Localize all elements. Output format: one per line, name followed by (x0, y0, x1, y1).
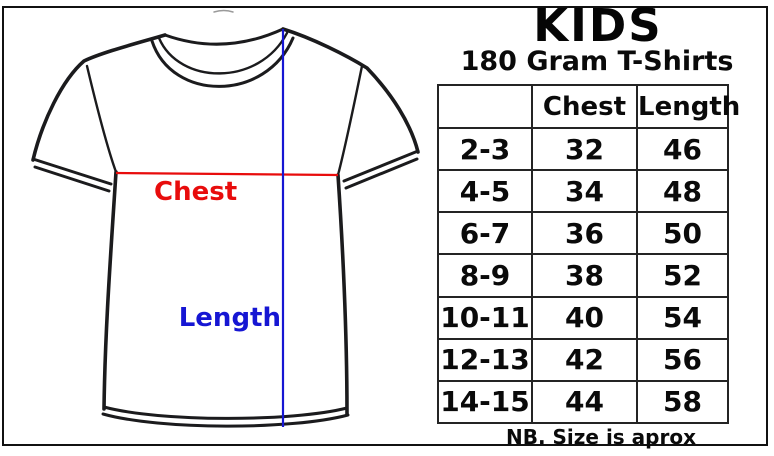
chest-cell: 38 (531, 253, 638, 298)
chest-cell: 36 (531, 211, 638, 256)
size-table-header-row: Chest Length (437, 84, 740, 129)
table-row: 10-11 40 54 (437, 295, 729, 340)
chest-cell: 40 (531, 295, 638, 340)
tshirt-outline (31, 9, 420, 428)
size-cell: 8-9 (437, 253, 533, 298)
chest-measure-label: Chest (154, 177, 237, 207)
table-row: 2-3 32 46 (437, 126, 729, 172)
size-footnote: NB. Size is aprox (505, 425, 696, 449)
table-row: 4-5 34 48 (437, 169, 729, 214)
length-cell: 46 (636, 126, 729, 172)
length-cell: 58 (636, 379, 729, 425)
size-cell: 6-7 (437, 211, 533, 256)
page-title: KIDS (533, 0, 663, 52)
table-row: 12-13 42 56 (437, 337, 729, 382)
length-cell: 56 (636, 337, 729, 382)
chest-cell: 32 (531, 126, 638, 172)
length-cell: 50 (636, 211, 729, 256)
size-table: Chest Length 2-3 32 46 4-5 34 48 6-7 36 … (437, 84, 740, 425)
size-cell: 4-5 (437, 169, 533, 214)
length-cell: 48 (636, 169, 729, 214)
chest-cell: 34 (531, 169, 638, 214)
table-row: 14-15 44 58 (437, 379, 729, 425)
table-row: 6-7 36 50 (437, 211, 729, 256)
size-cell: 14-15 (437, 379, 533, 425)
length-cell: 54 (636, 295, 729, 340)
tshirt-measurement-diagram: Chest Length (31, 9, 420, 428)
chest-cell: 42 (531, 337, 638, 382)
length-cell: 52 (636, 253, 729, 298)
size-cell: 12-13 (437, 337, 533, 382)
table-row: 8-9 38 52 (437, 253, 729, 298)
chest-column-header: Chest (531, 84, 638, 129)
chest-cell: 44 (531, 379, 638, 425)
length-measure-label: Length (179, 303, 281, 333)
size-column-header (437, 84, 533, 129)
page-subtitle: 180 Gram T-Shirts (460, 46, 734, 77)
size-cell: 10-11 (437, 295, 533, 340)
size-cell: 2-3 (437, 126, 533, 172)
chest-measure-line (115, 171, 339, 177)
length-column-header: Length (636, 84, 740, 129)
